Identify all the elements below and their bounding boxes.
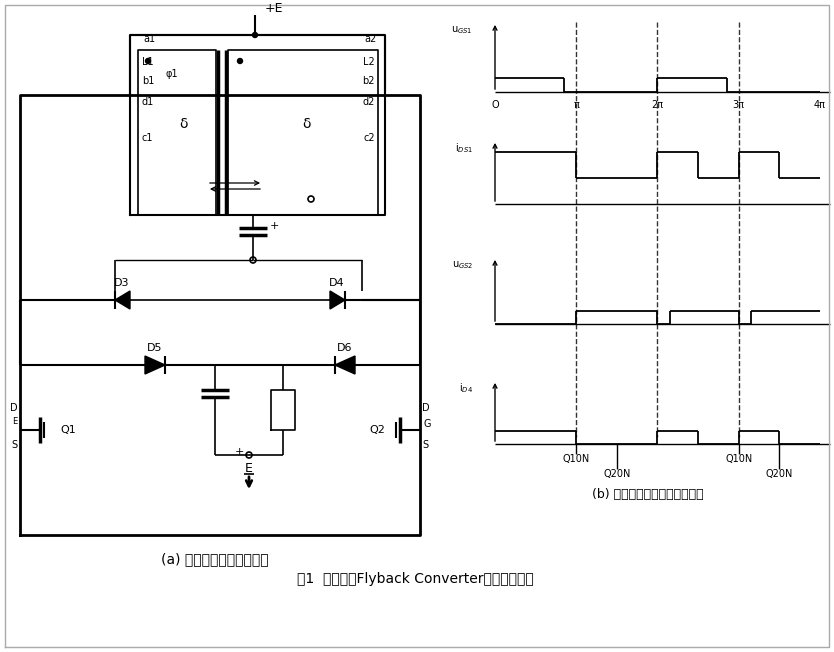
Text: D6: D6 [337,343,353,353]
Text: O: O [491,100,499,110]
Text: E: E [245,462,253,475]
Text: δ: δ [303,117,311,131]
Text: E: E [12,417,17,426]
Text: Q10N: Q10N [563,454,590,464]
Circle shape [145,59,150,63]
Text: D: D [10,403,18,413]
Text: i$_{DS1}$: i$_{DS1}$ [455,141,473,155]
Text: Q2: Q2 [369,425,385,435]
Text: L2: L2 [364,57,375,67]
Polygon shape [115,291,130,309]
Polygon shape [145,356,165,374]
Text: (b) 控制波形和整流管输出波形: (b) 控制波形和整流管输出波形 [592,488,704,501]
Text: G: G [424,419,431,429]
Text: D4: D4 [329,278,344,288]
Text: a2: a2 [364,34,377,44]
Text: S: S [12,440,18,450]
Text: δ: δ [180,117,188,131]
Text: φ1: φ1 [166,69,178,79]
Text: c1: c1 [142,133,153,143]
Text: D3: D3 [114,278,130,288]
Circle shape [238,59,243,63]
Text: 2π: 2π [651,100,664,110]
Text: 3π: 3π [733,100,745,110]
Text: L1: L1 [142,57,153,67]
Text: Q20N: Q20N [766,469,793,479]
Text: π: π [573,100,579,110]
Text: d1: d1 [142,97,154,107]
Text: (a) 主开关回路和输出回路: (a) 主开关回路和输出回路 [161,552,269,566]
Text: d2: d2 [363,97,375,107]
Text: +: + [270,221,279,231]
Text: Q10N: Q10N [725,454,752,464]
Polygon shape [335,356,355,374]
Text: 图1  两路单管Flyback Converter功率合成框图: 图1 两路单管Flyback Converter功率合成框图 [297,572,534,586]
Text: c2: c2 [364,133,375,143]
Text: S: S [422,440,428,450]
Text: u$_{GS2}$: u$_{GS2}$ [451,259,473,271]
Text: +: + [235,447,244,457]
Text: b1: b1 [142,76,154,86]
Text: b2: b2 [363,76,375,86]
Text: +E: +E [265,3,284,16]
Text: 4π: 4π [814,100,826,110]
Circle shape [253,33,258,38]
Text: Q1: Q1 [60,425,76,435]
Text: D: D [422,403,430,413]
Polygon shape [330,291,345,309]
Text: Q20N: Q20N [603,469,631,479]
Text: i$_{D4}$: i$_{D4}$ [459,381,473,395]
Text: a1: a1 [143,34,155,44]
Text: D5: D5 [148,343,163,353]
Text: u$_{GS1}$: u$_{GS1}$ [451,24,473,36]
